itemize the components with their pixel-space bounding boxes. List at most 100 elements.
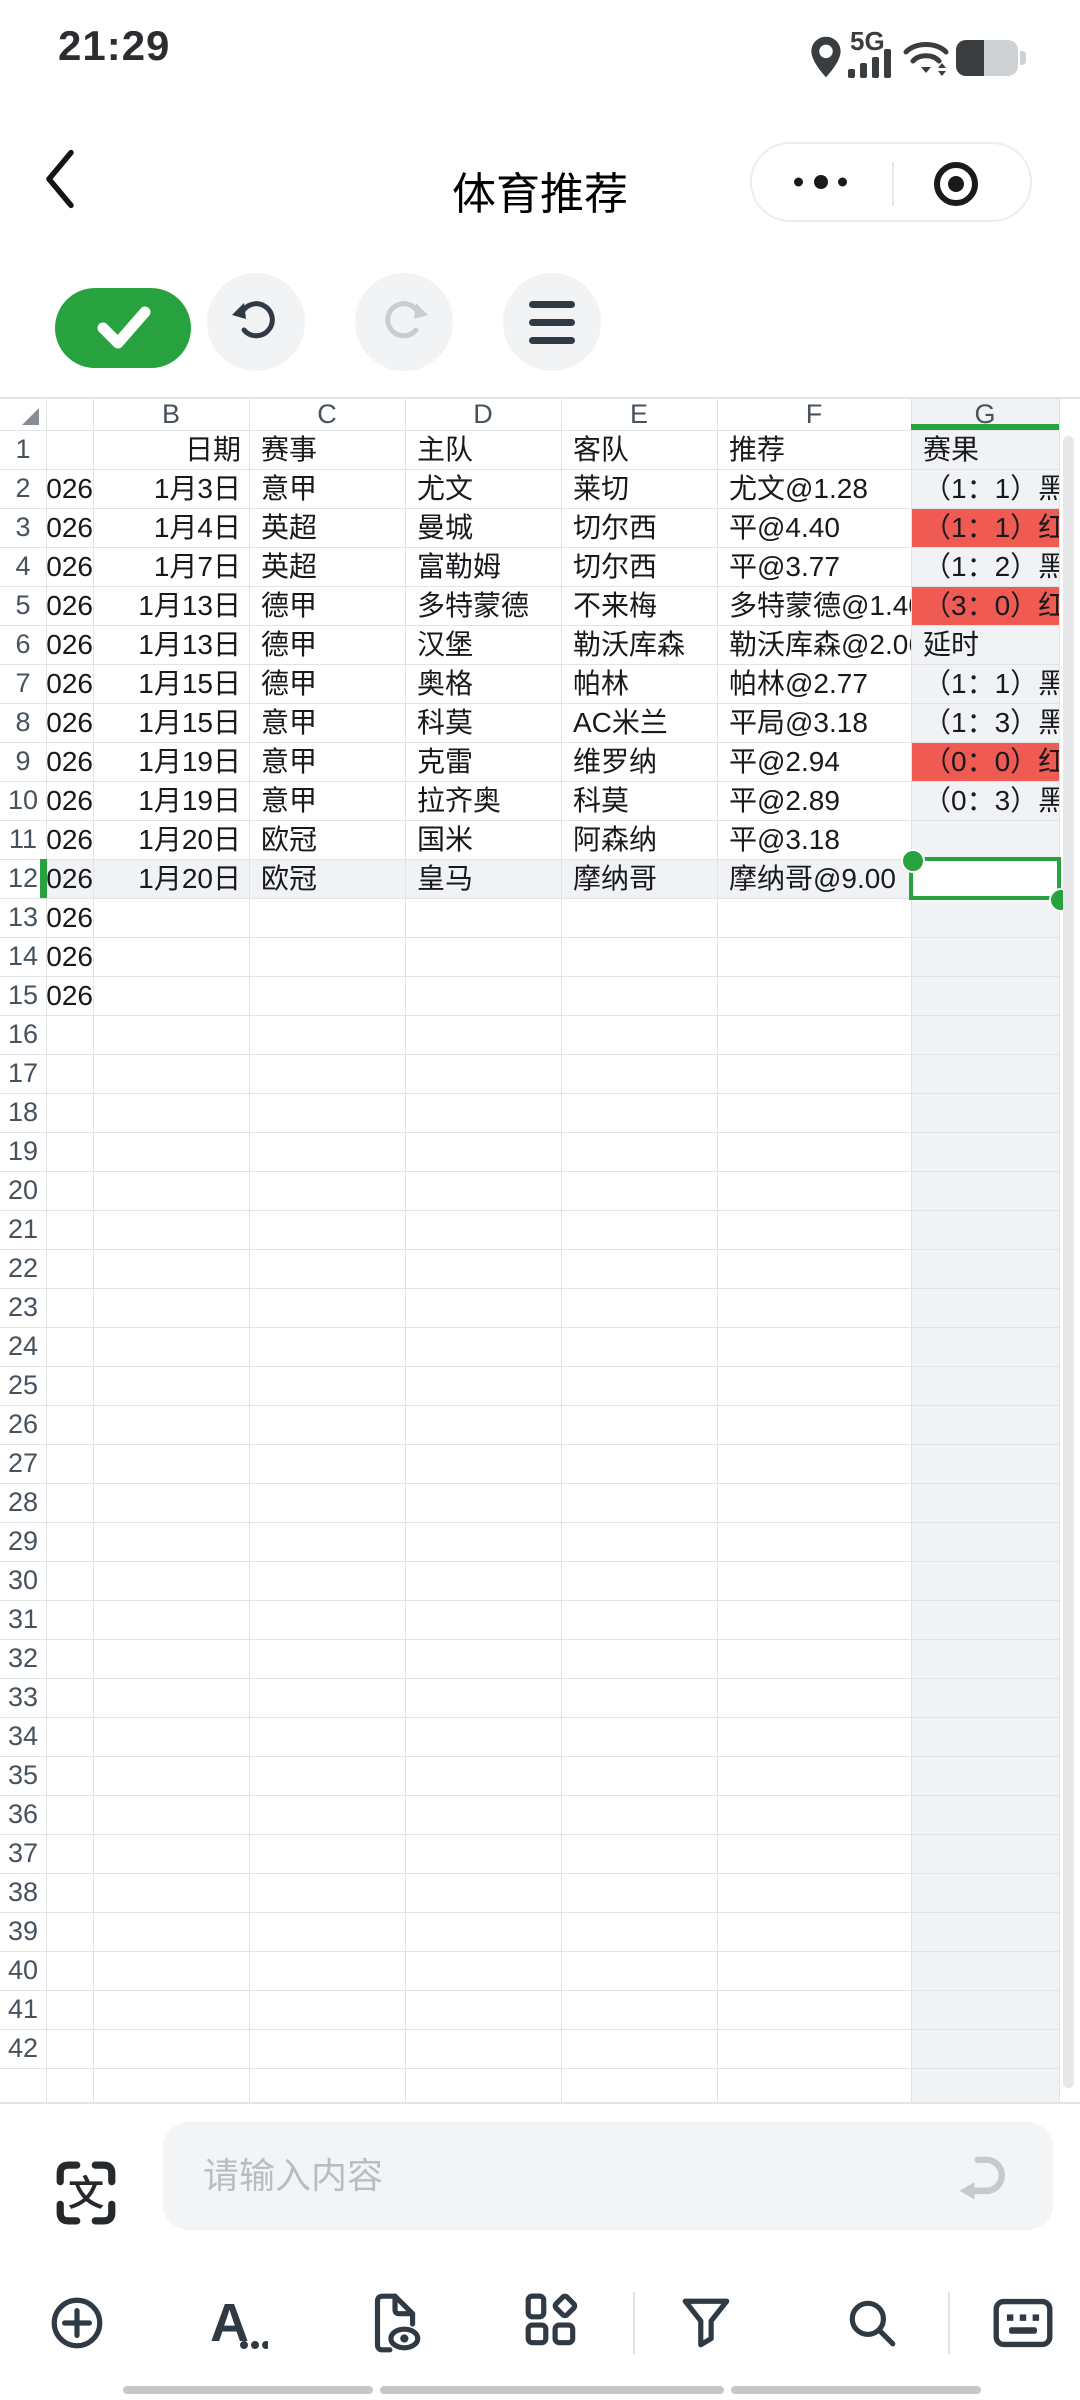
undo-button[interactable] xyxy=(207,273,305,371)
cell-A15[interactable]: 2026 xyxy=(46,980,93,1011)
row-header-31[interactable]: 31 xyxy=(7,1604,39,1634)
cell-A10[interactable]: 2026 xyxy=(46,785,93,816)
cell-G8[interactable]: （1：3）黑 xyxy=(923,707,1059,738)
row-header-26[interactable]: 26 xyxy=(7,1409,39,1439)
file-preview-button[interactable] xyxy=(361,2290,427,2356)
row-header-41[interactable]: 41 xyxy=(7,1994,39,2024)
cell-C9[interactable]: 意甲 xyxy=(261,746,318,777)
cell-C7[interactable]: 德甲 xyxy=(261,668,318,699)
keyboard-button[interactable] xyxy=(990,2290,1056,2356)
cell-F10[interactable]: 平@2.89 xyxy=(729,785,840,816)
row-header-11[interactable]: 11 xyxy=(8,824,38,854)
cell-B5[interactable]: 1月13日 xyxy=(138,590,241,621)
row-header-29[interactable]: 29 xyxy=(7,1526,39,1556)
row-header-38[interactable]: 38 xyxy=(7,1877,39,1907)
row-header-22[interactable]: 22 xyxy=(7,1253,39,1283)
cell-G2[interactable]: （1：1）黑 xyxy=(923,473,1059,504)
column-header-E[interactable]: E xyxy=(629,399,648,429)
cell-D5[interactable]: 多特蒙德 xyxy=(417,590,530,621)
row-header-20[interactable]: 20 xyxy=(7,1175,39,1205)
cell-D7[interactable]: 奥格 xyxy=(417,668,474,699)
row-header-42[interactable]: 42 xyxy=(7,2033,39,2063)
cell-D8[interactable]: 科莫 xyxy=(417,707,474,738)
row-header-32[interactable]: 32 xyxy=(7,1643,39,1673)
row-header-10[interactable]: 10 xyxy=(7,785,39,815)
cell-B6[interactable]: 1月13日 xyxy=(138,629,241,660)
row-header-4[interactable]: 4 xyxy=(15,551,31,581)
selection-handle-top-left[interactable] xyxy=(901,849,925,873)
row-header-12[interactable]: 12 xyxy=(7,863,39,893)
cell-D4[interactable]: 富勒姆 xyxy=(417,551,502,582)
cell-G6[interactable]: 延时 xyxy=(923,629,980,660)
row-header-30[interactable]: 30 xyxy=(7,1565,39,1595)
cell-F5[interactable]: 多特蒙德@1.40 xyxy=(729,590,911,621)
cell-A6[interactable]: 2026 xyxy=(46,629,93,660)
column-header-A[interactable] xyxy=(46,398,93,430)
widgets-button[interactable] xyxy=(519,2290,585,2356)
row-header-37[interactable]: 37 xyxy=(7,1838,39,1868)
back-button[interactable] xyxy=(40,146,110,222)
menu-button[interactable] xyxy=(503,273,601,371)
row-header-39[interactable]: 39 xyxy=(7,1916,39,1946)
row-header-34[interactable]: 34 xyxy=(7,1721,39,1751)
cell-E5[interactable]: 不来梅 xyxy=(573,590,658,621)
cell-C3[interactable]: 英超 xyxy=(261,512,318,543)
cell-E10[interactable]: 科莫 xyxy=(573,785,630,816)
cell-D10[interactable]: 拉齐奥 xyxy=(417,785,502,816)
row-header-1[interactable]: 1 xyxy=(15,434,31,464)
select-all-corner[interactable] xyxy=(22,408,39,425)
cell-F3[interactable]: 平@4.40 xyxy=(729,512,840,543)
row-header-28[interactable]: 28 xyxy=(7,1487,39,1517)
cell-G5[interactable]: （3：0）红 xyxy=(923,590,1059,621)
row-header-15[interactable]: 15 xyxy=(7,980,39,1010)
cell-G10[interactable]: （0：3）黑 xyxy=(923,785,1059,816)
column-header-D[interactable]: D xyxy=(473,399,493,429)
cell-C11[interactable]: 欧冠 xyxy=(261,824,318,855)
column-header-C[interactable]: C xyxy=(317,399,337,429)
row-header-27[interactable]: 27 xyxy=(7,1448,39,1478)
cell-C8[interactable]: 意甲 xyxy=(261,707,318,738)
cell-F6[interactable]: 勒沃库森@2.06 xyxy=(729,629,911,660)
row-header-25[interactable]: 25 xyxy=(7,1370,39,1400)
cell-D3[interactable]: 曼城 xyxy=(417,512,474,543)
cell-content-input[interactable] xyxy=(163,2122,1053,2230)
cell-B9[interactable]: 1月19日 xyxy=(138,746,241,777)
row-header-5[interactable]: 5 xyxy=(15,590,31,620)
cell-B11[interactable]: 1月20日 xyxy=(138,824,241,855)
cell-D6[interactable]: 汉堡 xyxy=(417,629,474,660)
cell-E1[interactable]: 客队 xyxy=(573,434,630,465)
cell-A2[interactable]: 2026 xyxy=(46,473,93,504)
cell-B4[interactable]: 1月7日 xyxy=(153,551,241,582)
cell-C1[interactable]: 赛事 xyxy=(261,434,318,465)
cell-C6[interactable]: 德甲 xyxy=(261,629,318,660)
cell-E4[interactable]: 切尔西 xyxy=(573,551,658,582)
cell-A4[interactable]: 2026 xyxy=(46,551,93,582)
cell-E8[interactable]: AC米兰 xyxy=(573,707,668,738)
cell-A3[interactable]: 2026 xyxy=(46,512,93,543)
row-header-35[interactable]: 35 xyxy=(7,1760,39,1790)
cell-A14[interactable]: 2026 xyxy=(46,941,93,972)
row-header-9[interactable]: 9 xyxy=(15,746,31,776)
redo-button[interactable] xyxy=(355,273,453,371)
cell-E7[interactable]: 帕林 xyxy=(573,668,630,699)
row-header-13[interactable]: 13 xyxy=(7,902,39,932)
cell-E6[interactable]: 勒沃库森 xyxy=(573,629,686,660)
cell-G3[interactable]: （1：1）红 xyxy=(923,512,1059,543)
row-header-14[interactable]: 14 xyxy=(7,941,39,971)
cell-D2[interactable]: 尤文 xyxy=(417,473,474,504)
active-cell-border[interactable] xyxy=(909,857,1061,900)
cell-B2[interactable]: 1月3日 xyxy=(153,473,241,504)
cell-B3[interactable]: 1月4日 xyxy=(153,512,241,543)
cell-G4[interactable]: （1：2）黑 xyxy=(923,551,1059,582)
cell-B7[interactable]: 1月15日 xyxy=(138,668,241,699)
row-header-7[interactable]: 7 xyxy=(15,668,31,698)
row-header-19[interactable]: 19 xyxy=(7,1136,39,1166)
cell-F9[interactable]: 平@2.94 xyxy=(729,746,840,777)
cell-F2[interactable]: 尤文@1.28 xyxy=(729,473,868,504)
exit-button[interactable] xyxy=(890,144,1030,220)
row-header-6[interactable]: 6 xyxy=(15,629,31,659)
filter-button[interactable] xyxy=(674,2290,740,2356)
cell-A9[interactable]: 2026 xyxy=(46,746,93,777)
vertical-scrollbar[interactable] xyxy=(1063,436,1074,2088)
cell-D11[interactable]: 国米 xyxy=(417,824,474,855)
